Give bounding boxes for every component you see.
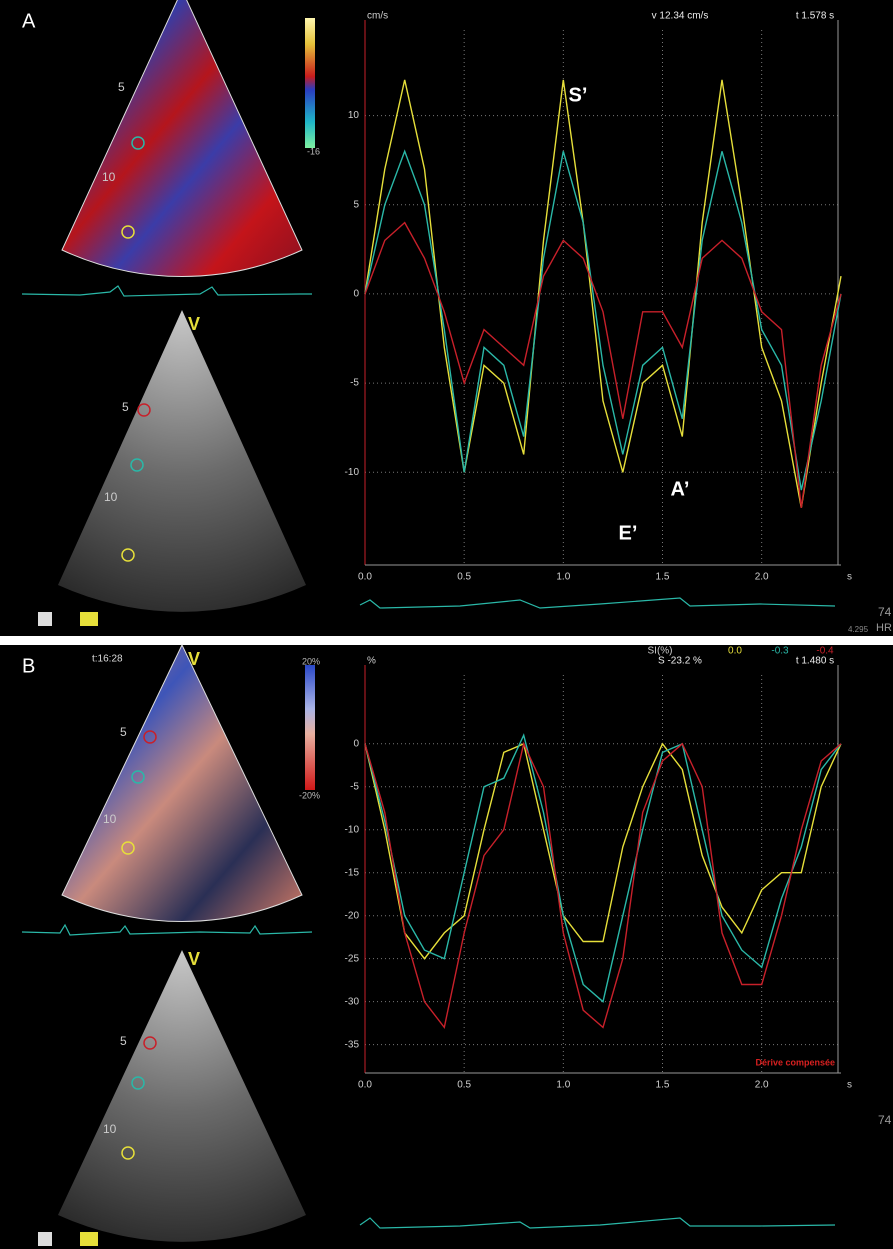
readout: S -23.2 % (658, 656, 702, 667)
color-bar (305, 665, 315, 790)
clock: t:16:28 (92, 654, 123, 665)
tool-icon[interactable] (80, 612, 98, 626)
ultrasound-sector (58, 950, 306, 1242)
hr-label: HR (876, 622, 892, 634)
image-label: 10 (103, 812, 117, 826)
x-unit: s (847, 572, 852, 583)
panel-label: B (22, 655, 35, 677)
image-label: V (188, 649, 200, 669)
strain-sector (61, 643, 303, 922)
y-tick-label: -20 (345, 910, 360, 921)
ecg-trace (359, 1217, 836, 1229)
doppler-sector (61, 0, 303, 277)
roi-marker (121, 548, 135, 562)
tool-icon[interactable] (38, 1232, 52, 1246)
y-tick-label: 10 (348, 110, 360, 121)
colorbar-label: -20% (299, 790, 320, 800)
series-line (364, 79, 842, 509)
y-tick-label: -10 (345, 824, 360, 835)
y-tick-label: -10 (345, 467, 360, 478)
tool-icon[interactable] (80, 1232, 98, 1246)
image-label: 5 (120, 725, 127, 739)
series-line (364, 742, 842, 960)
x-tick-label: 1.5 (656, 572, 670, 583)
tool-icon[interactable] (38, 612, 52, 626)
panel-label: A (22, 10, 36, 32)
colorbar-label: 20% (302, 656, 320, 666)
legend-value: 0.0 (728, 646, 742, 657)
roi-marker (143, 730, 157, 744)
x-tick-label: 0.0 (358, 572, 372, 583)
readout: v 12.34 cm/s (652, 11, 709, 22)
x-tick-label: 2.0 (755, 1080, 769, 1091)
y-tick-label: 0 (353, 289, 359, 300)
drift-label: Dérive compensée (755, 1057, 835, 1067)
readout: t 1.578 s (796, 11, 834, 22)
x-tick-label: 0.5 (457, 572, 471, 583)
legend-value: -0.3 (771, 646, 789, 657)
ecg-trace (21, 285, 312, 297)
series-line (364, 741, 842, 1030)
x-tick-label: 1.5 (656, 1080, 670, 1091)
image-label: 5 (120, 1034, 127, 1048)
roi-marker (131, 770, 145, 784)
x-tick-label: 0.0 (358, 1080, 372, 1091)
roi-marker (121, 225, 135, 239)
x-tick-label: 1.0 (556, 1080, 570, 1091)
roi-marker (131, 1076, 145, 1090)
footer: 4.295 (848, 625, 869, 634)
image-label: 10 (104, 490, 118, 504)
x-tick-label: 0.5 (457, 1080, 471, 1091)
series-line (364, 733, 842, 1003)
y-unit: % (367, 656, 376, 667)
image-label: V (188, 314, 200, 334)
ecg-trace (21, 923, 313, 936)
roi-marker (121, 841, 135, 855)
image-label: 10 (102, 170, 116, 184)
annotation: E’ (619, 522, 638, 544)
y-tick-label: -35 (345, 1039, 360, 1050)
heart-rate: 74 (878, 605, 892, 619)
y-unit: cm/s (367, 11, 388, 22)
annotation: S’ (569, 84, 588, 106)
y-tick-label: 0 (353, 738, 359, 749)
heart-rate: 74 (878, 1113, 892, 1127)
x-tick-label: 2.0 (755, 572, 769, 583)
annotation: A’ (671, 478, 690, 500)
legend-title: SI(%) (648, 646, 673, 657)
image-label: 5 (118, 80, 125, 94)
image-label: V (188, 949, 200, 969)
series-line (364, 149, 842, 491)
y-tick-label: -30 (345, 996, 360, 1007)
x-tick-label: 1.0 (556, 572, 570, 583)
readout: t 1.480 s (796, 656, 834, 667)
image-label: 10 (103, 1122, 117, 1136)
series-line (364, 221, 842, 508)
color-bar (305, 18, 315, 148)
legend-value: -0.4 (816, 646, 834, 657)
y-tick-label: -5 (350, 378, 359, 389)
y-tick-label: 5 (353, 199, 359, 210)
roi-marker (121, 1146, 135, 1160)
colorbar-label: -16 (307, 146, 320, 156)
roi-marker (130, 458, 144, 472)
ecg-trace (359, 597, 836, 609)
y-tick-label: -15 (345, 867, 360, 878)
roi-marker (143, 1036, 157, 1050)
x-unit: s (847, 1080, 852, 1091)
y-tick-label: -5 (350, 781, 359, 792)
image-label: 5 (122, 400, 129, 414)
y-tick-label: -25 (345, 953, 360, 964)
ultrasound-sector (58, 310, 306, 612)
roi-marker (137, 403, 151, 417)
roi-marker (131, 136, 145, 150)
